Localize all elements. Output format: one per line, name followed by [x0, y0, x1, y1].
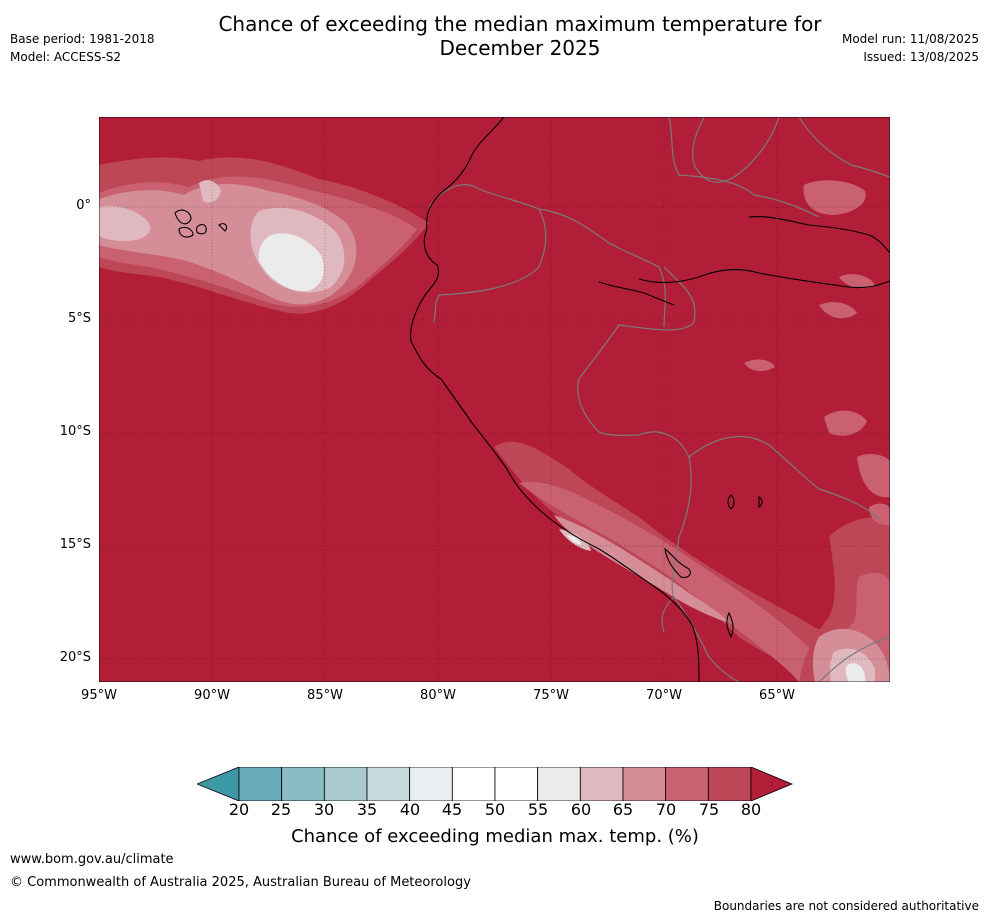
amazon-tributary: [598, 281, 675, 306]
small-lakes: [726, 494, 763, 639]
legend-tick-40: 40: [399, 800, 421, 819]
northern-river: [748, 216, 890, 254]
footer-note: Boundaries are not considered authoritat…: [713, 899, 979, 913]
galapagos-islands: [174, 209, 228, 238]
meta-right: Model run: 11/08/2025 Issued: 13/08/2025: [842, 30, 979, 66]
legend-tick-80: 80: [740, 800, 762, 819]
legend-swatch: [622, 767, 667, 801]
legend-swatch: [537, 767, 581, 801]
lat-label-20s: 20°S: [59, 650, 91, 665]
base-period-text: Base period: 1981-2018: [10, 32, 155, 46]
legend-tick-50: 50: [484, 800, 506, 819]
legend-extend-low: [197, 767, 240, 801]
legend-swatch: [323, 767, 368, 801]
lat-label-15s: 15°S: [59, 537, 91, 552]
lat-label-10s: 10°S: [59, 424, 91, 439]
contour-55: [258, 233, 324, 292]
andes-contours: [494, 441, 889, 682]
legend-swatch: [238, 767, 283, 801]
lon-label-75w: 75°W: [533, 688, 569, 703]
lon-label-85w: 85°W: [307, 688, 343, 703]
lon-label-80w: 80°W: [420, 688, 456, 703]
meta-left: Base period: 1981-2018 Model: ACCESS-S2: [10, 30, 155, 66]
lon-label-90w: 90°W: [194, 688, 230, 703]
lon-label-95w: 95°W: [81, 688, 117, 703]
equatorial-contours: [99, 157, 429, 314]
legend-colorbar: [197, 767, 793, 801]
legend-tick-45: 45: [441, 800, 463, 819]
se-contour-55: [845, 663, 866, 682]
map-title: Chance of exceeding the median maximum t…: [218, 12, 822, 60]
lon-label-70w: 70°W: [646, 688, 682, 703]
legend-swatch: [665, 767, 709, 801]
legend-swatch: [579, 767, 624, 801]
legend-title: Chance of exceeding median max. temp. (%…: [291, 826, 699, 847]
legend-swatch: [494, 767, 539, 801]
legend-tick-20: 20: [228, 800, 250, 819]
pacific-coast: [410, 117, 700, 682]
lat-label-5s: 5°S: [67, 311, 91, 326]
andes-contour-65: [554, 515, 729, 623]
country-borders: [428, 117, 890, 682]
probability-map: [99, 117, 890, 682]
amazon-river: [638, 268, 890, 289]
legend-extend-high: [750, 767, 793, 801]
legend-tick-25: 25: [270, 800, 292, 819]
model-text: Model: ACCESS-S2: [10, 50, 122, 64]
issued-text: Issued: 13/08/2025: [863, 50, 979, 64]
lon-label-65w: 65°W: [759, 688, 795, 703]
footer-copyright: © Commonwealth of Australia 2025, Austra…: [10, 875, 471, 890]
legend-tick-65: 65: [612, 800, 634, 819]
legend-swatch: [409, 767, 453, 801]
legend-tick-75: 75: [698, 800, 720, 819]
graticule: [99, 117, 890, 682]
lat-label-0: 0°: [76, 198, 91, 213]
legend-swatch: [366, 767, 411, 801]
legend-tick-55: 55: [527, 800, 549, 819]
legend-tick-30: 30: [313, 800, 335, 819]
legend-swatch: [707, 767, 752, 801]
legend-tick-60: 60: [570, 800, 592, 819]
legend-tick-70: 70: [655, 800, 677, 819]
andes-contour-70: [519, 481, 839, 682]
coastlines: [174, 117, 890, 682]
model-run-text: Model run: 11/08/2025: [841, 32, 979, 46]
andes-contour-55: [567, 535, 581, 545]
legend-tick-35: 35: [356, 800, 378, 819]
scattered-patches: [744, 180, 890, 526]
lake-titicaca: [664, 547, 691, 579]
legend-swatch: [451, 767, 496, 801]
legend-swatch: [281, 767, 325, 801]
footer-url[interactable]: www.bom.gov.au/climate: [10, 852, 174, 867]
